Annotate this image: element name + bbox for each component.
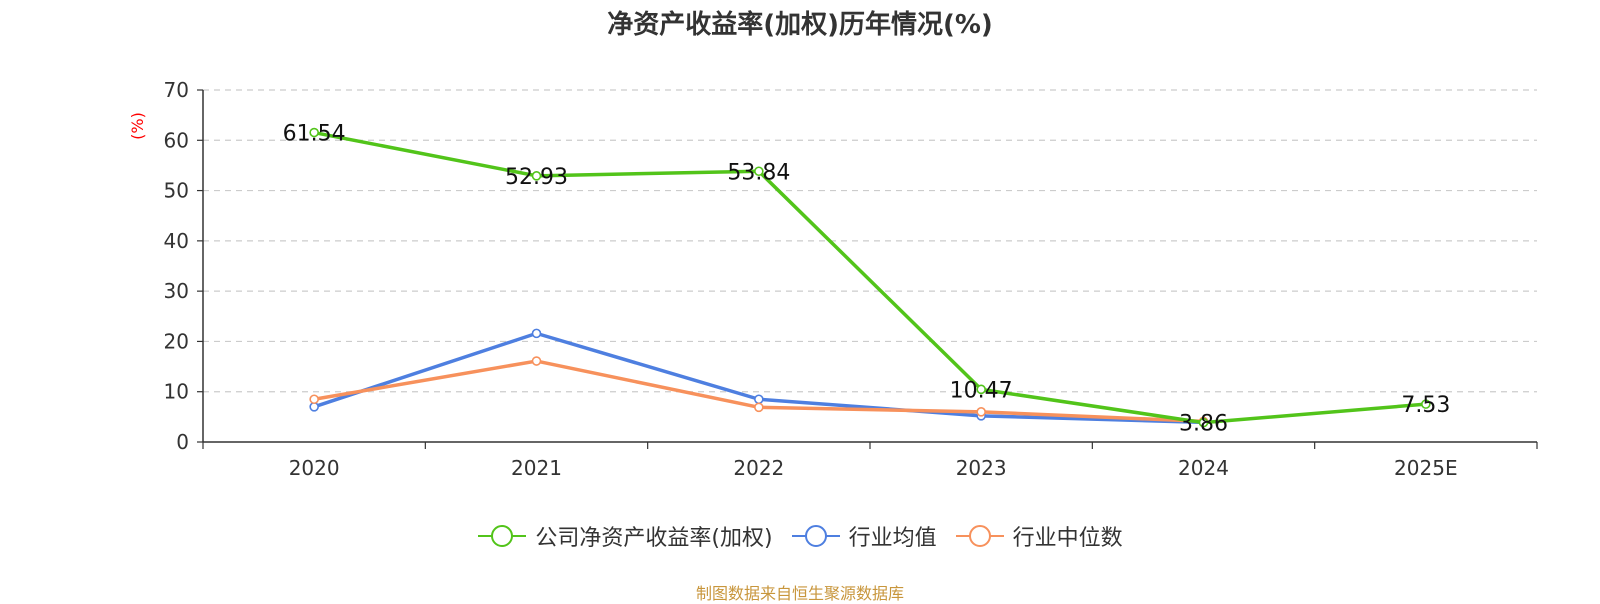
series-point-2 bbox=[754, 402, 764, 413]
legend-item-2[interactable]: 行业中位数 bbox=[955, 520, 1123, 552]
series-point-2 bbox=[309, 394, 319, 405]
series-point-1 bbox=[531, 328, 542, 339]
y-tick-label: 20 bbox=[164, 329, 189, 353]
data-label: 10.47 bbox=[950, 378, 1013, 403]
x-tick-label: 2024 bbox=[1178, 456, 1229, 480]
data-label: 3.86 bbox=[1179, 412, 1228, 437]
x-tick-label: 2020 bbox=[289, 456, 340, 480]
x-tick-label: 2022 bbox=[733, 456, 784, 480]
y-tick-label: 60 bbox=[164, 128, 189, 152]
series-point-0 bbox=[754, 166, 764, 177]
series-point-0 bbox=[309, 127, 319, 138]
legend-label: 公司净资产收益率(加权) bbox=[535, 526, 773, 551]
legend-item-1[interactable]: 行业均值 bbox=[791, 520, 937, 552]
series-line-0 bbox=[313, 130, 1426, 425]
y-tick-label: 0 bbox=[176, 430, 189, 454]
x-tick-label: 2021 bbox=[511, 456, 562, 480]
y-tick-label: 30 bbox=[164, 279, 189, 303]
y-tick-label: 70 bbox=[164, 78, 189, 102]
legend: 公司净资产收益率(加权) 行业均值 行业中位数 bbox=[0, 520, 1600, 552]
data-label: 53.84 bbox=[727, 160, 790, 185]
series-point-2 bbox=[531, 356, 542, 366]
y-tick-label: 10 bbox=[164, 380, 189, 404]
legend-label: 行业均值 bbox=[848, 526, 937, 551]
data-label: 52.93 bbox=[505, 165, 568, 190]
legend-label: 行业中位数 bbox=[1012, 526, 1123, 551]
series-point-0 bbox=[976, 384, 986, 395]
y-tick-label: 50 bbox=[164, 179, 189, 203]
data-label: 61.54 bbox=[283, 122, 346, 147]
series-point-0 bbox=[531, 171, 542, 181]
series-point-2 bbox=[976, 407, 986, 417]
series-point-1 bbox=[754, 394, 764, 405]
legend-marker-icon bbox=[791, 525, 840, 547]
legend-marker-icon bbox=[955, 525, 1004, 547]
x-tick-label: 2023 bbox=[956, 456, 1007, 480]
series-point-0 bbox=[1421, 399, 1431, 409]
source-note: 制图数据来自恒生聚源数据库 bbox=[695, 584, 904, 603]
legend-item-0[interactable]: 公司净资产收益率(加权) bbox=[477, 520, 773, 552]
chart-title: 净资产收益率(加权)历年情况(%) bbox=[607, 10, 993, 40]
series-point-0 bbox=[1198, 417, 1209, 428]
x-tick-label: 2025E bbox=[1394, 456, 1458, 480]
y-tick-label: 40 bbox=[164, 229, 189, 253]
data-label: 7.53 bbox=[1401, 393, 1450, 418]
y-axis-unit-label: (%) bbox=[128, 112, 147, 140]
legend-marker-icon bbox=[478, 525, 527, 547]
